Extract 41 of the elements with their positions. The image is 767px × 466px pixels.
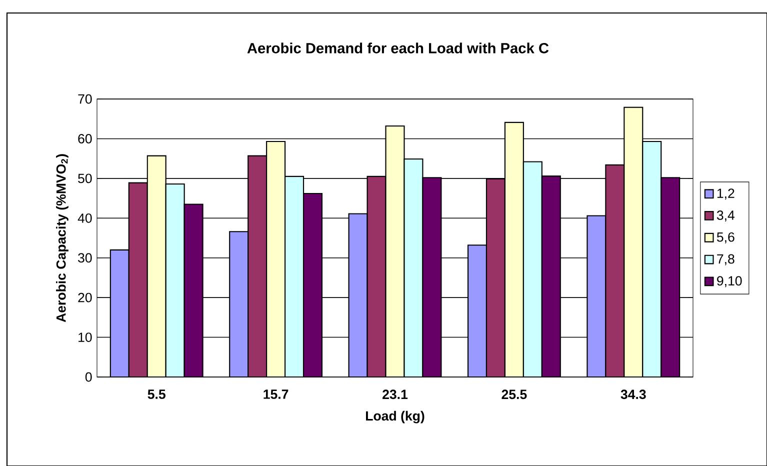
x-tick-label: 15.7 <box>264 390 288 399</box>
bar <box>229 231 249 377</box>
x-axis-title: Load (kg) <box>366 410 424 424</box>
bar <box>146 155 166 377</box>
bar <box>586 215 606 377</box>
chart-title: Aerobic Demand for each Load with Pack C <box>247 42 549 54</box>
legend-label: 5,6 <box>716 232 734 244</box>
y-tick-label: 0 <box>85 372 92 382</box>
bar <box>266 140 286 377</box>
bar <box>165 183 185 377</box>
y-tick-label: 10 <box>78 332 92 342</box>
bar <box>404 158 424 377</box>
bar <box>541 176 561 377</box>
x-tick-label: 34.3 <box>620 390 646 400</box>
x-tick-label: 5.5 <box>148 390 166 399</box>
bar <box>302 192 323 377</box>
bar <box>422 177 442 377</box>
legend-label: 7,8 <box>717 254 734 266</box>
bar <box>110 249 130 377</box>
bar <box>184 204 204 377</box>
y-axis-title: Aerobic Capacity (%MVO$_{2}$) <box>56 154 68 322</box>
legend-label: 9,10 <box>717 276 742 288</box>
y-tick-label: 20 <box>78 292 92 302</box>
bar <box>660 177 680 377</box>
y-tick-label: 30 <box>78 253 92 263</box>
x-tick-label: 23.1 <box>382 390 408 400</box>
y-tick-label: 40 <box>78 213 92 223</box>
bar <box>624 106 644 377</box>
legend-label: 1,2 <box>717 188 734 200</box>
y-tick-label: 50 <box>78 174 92 184</box>
legend-label: 3,4 <box>716 210 735 222</box>
bar <box>284 176 304 377</box>
bar <box>522 161 542 377</box>
bar <box>642 140 662 377</box>
bar <box>348 213 368 377</box>
y-tick-label: 70 <box>78 94 92 104</box>
bar <box>504 122 524 377</box>
y-tick-label: 60 <box>78 134 92 144</box>
bar <box>385 125 405 377</box>
bar <box>467 244 488 377</box>
x-tick-label: 25.5 <box>502 390 527 400</box>
